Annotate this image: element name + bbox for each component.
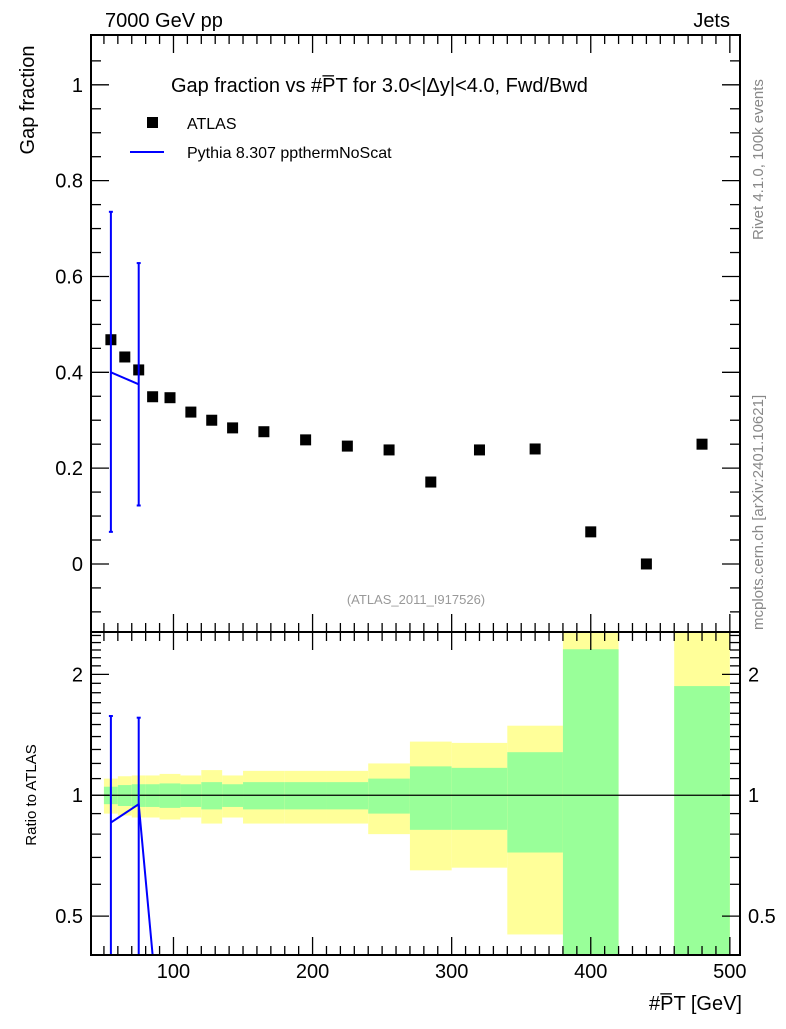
pythia-ratio-line (110, 802, 154, 956)
atlas-data-point (119, 351, 131, 363)
atlas-data-point (341, 440, 353, 452)
atlas-data-point (227, 422, 239, 434)
atlas-data-point (147, 391, 159, 403)
ratio-y-tick-label-right: 2 (748, 664, 759, 686)
energy-label: 7000 GeV pp (105, 10, 223, 32)
x-axis-label: #P̅T [GeV] (649, 992, 742, 1015)
atlas-data-point (640, 558, 652, 570)
atlas-data-point (425, 476, 437, 488)
ratio-uncertainty-bands (91, 632, 740, 955)
stat-uncertainty-band (562, 649, 619, 955)
atlas-data-point (529, 443, 541, 455)
main-y-tick-label: 0.8 (55, 171, 83, 193)
x-tick-label: 500 (713, 961, 746, 983)
atlas-data-point (206, 414, 218, 426)
x-tick-label: 400 (574, 961, 607, 983)
plot-frames (90, 34, 741, 956)
pythia-line (110, 371, 140, 386)
process-label: Jets (693, 10, 730, 32)
atlas-data-point (696, 438, 708, 450)
stat-uncertainty-band (451, 767, 508, 830)
legend-atlas-label: ATLAS (187, 116, 237, 133)
atlas-data-point (473, 444, 485, 456)
main-plot-title: Gap fraction vs #P̅T for 3.0<|Δy|<4.0, F… (171, 74, 588, 97)
ratio-y-tick-label-right: 1 (748, 785, 759, 807)
atlas-data-point (585, 526, 597, 538)
stat-uncertainty-band (507, 752, 563, 853)
ratio-y-tick-label: 1 (72, 785, 83, 807)
main-y-tick-label: 0.6 (55, 266, 83, 288)
axis-ticks (91, 35, 740, 956)
atlas-data-point (185, 406, 197, 418)
main-ylabel: Gap fraction (17, 46, 39, 155)
atlas-data-point (300, 434, 312, 446)
ratio-plot-marks (108, 715, 154, 956)
legend-pythia-label: Pythia 8.307 ppthermNoScat (187, 145, 392, 162)
x-tick-label: 200 (296, 961, 329, 983)
atlas-data-point (258, 426, 270, 438)
x-tick-label: 100 (157, 961, 190, 983)
stat-uncertainty-band (409, 766, 452, 830)
legend-atlas-marker (147, 117, 158, 128)
stat-uncertainty-band (368, 778, 410, 814)
main-y-tick-label: 0.4 (55, 362, 83, 384)
stat-uncertainty-band (674, 686, 730, 955)
ratio-ylabel: Ratio to ATLAS (23, 744, 40, 845)
tick-labels: 0 0.2 0.4 0.6 0.8 1 100 200 300 400 500 0.5 0.5 1 1 2 2 (55, 75, 776, 983)
ratio-y-tick-label: 0.5 (55, 906, 83, 928)
ratio-y-tick-label-right: 0.5 (748, 906, 776, 928)
main-y-tick-label: 1 (72, 75, 83, 97)
atlas-data-point (164, 392, 176, 404)
analysis-id: (ATLAS_2011_I917526) (347, 592, 485, 607)
atlas-data-point (383, 444, 395, 456)
mcplots-label: mcplots.cern.ch [arXiv:2401.10621] (750, 395, 767, 630)
x-tick-label: 300 (435, 961, 468, 983)
main-y-tick-label: 0.2 (55, 458, 83, 480)
ratio-plot-frame (90, 631, 741, 956)
ratio-y-tick-label: 2 (72, 664, 83, 686)
rivet-label: Rivet 4.1.0, 100k events (750, 79, 767, 240)
main-plot-marks (105, 210, 708, 570)
main-y-tick-label: 0 (72, 554, 83, 576)
